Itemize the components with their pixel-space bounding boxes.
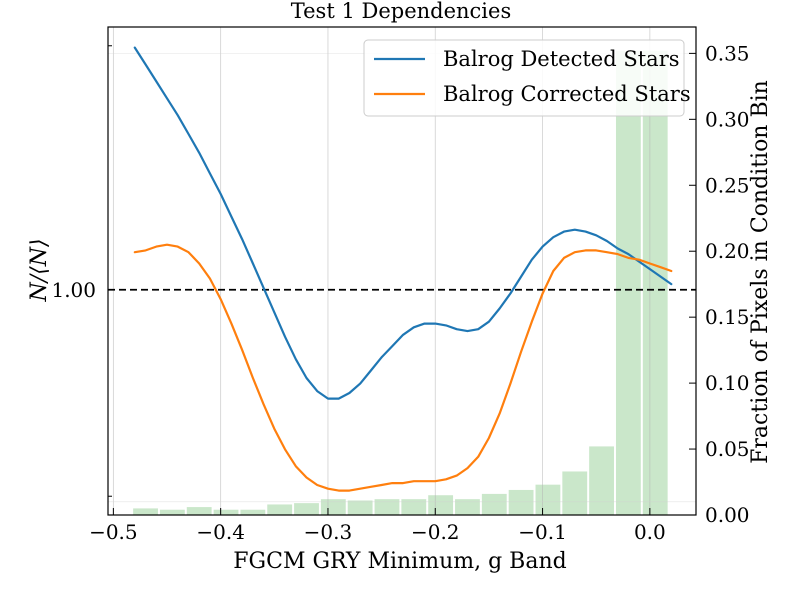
series-line-detected	[133, 46, 673, 400]
histogram-bar	[240, 509, 266, 515]
histogram-bar	[347, 500, 373, 515]
histogram-bar	[481, 493, 507, 515]
x-tick-label: 0.0	[634, 520, 666, 544]
y-left-tick-label: 1.00	[51, 278, 96, 302]
x-tick-label: −0.3	[304, 520, 353, 544]
y-axis-right-label: Fraction of Pixels in Condition Bin	[748, 80, 773, 464]
histogram-bar	[133, 508, 158, 515]
x-tick-label: −0.1	[518, 520, 567, 544]
histogram-bar	[535, 484, 561, 515]
histogram-bar	[562, 471, 588, 515]
y-right-tick-label: 0.20	[705, 239, 750, 263]
histogram-bar	[428, 495, 454, 515]
x-tick-label: −0.2	[411, 520, 460, 544]
chart-title: Test 1 Dependencies	[291, 0, 511, 23]
histogram-bar	[267, 504, 293, 515]
y-right-tick-label: 0.15	[705, 305, 750, 329]
histogram-bar	[615, 50, 641, 515]
series-line-corrected	[133, 243, 673, 492]
legend: Balrog Detected Stars Balrog Corrected S…	[363, 39, 691, 117]
y-right-tick-label: 0.35	[705, 41, 750, 65]
y-right-tick-label: 0.05	[705, 437, 750, 461]
tick-layer: −0.5 −0.4 −0.3 −0.2 −0.1 0.0 1.00 0.00 0.05 0.10 0…	[51, 41, 749, 544]
histogram-bar	[294, 503, 319, 515]
legend-box	[363, 39, 685, 117]
legend-label-corrected: Balrog Corrected Stars	[443, 82, 691, 106]
histogram-bar	[401, 499, 427, 515]
y-axis-left-label: N/⟨N⟩	[27, 238, 52, 302]
plot-frame	[107, 26, 697, 516]
series-layer	[133, 46, 673, 492]
x-tick-label: −0.5	[89, 520, 138, 544]
y-right-tick-label: 0.00	[705, 503, 750, 527]
x-tick-label: −0.4	[196, 520, 245, 544]
histogram-bar	[186, 507, 212, 515]
histogram-layer	[133, 50, 668, 515]
y-right-tick-label: 0.25	[705, 173, 750, 197]
histogram-bar	[213, 509, 239, 515]
histogram-bar	[159, 509, 185, 515]
histogram-bar	[374, 499, 400, 515]
y-right-tick-label: 0.30	[705, 107, 750, 131]
histogram-bar	[508, 489, 534, 515]
x-axis-label: FGCM GRY Minimum, g Band	[233, 549, 566, 574]
legend-label-detected: Balrog Detected Stars	[443, 47, 680, 71]
histogram-bar	[642, 50, 668, 515]
histogram-bar	[589, 446, 614, 515]
histogram-bar	[455, 499, 480, 515]
histogram-bar	[320, 499, 346, 515]
y-right-tick-label: 0.10	[705, 371, 750, 395]
